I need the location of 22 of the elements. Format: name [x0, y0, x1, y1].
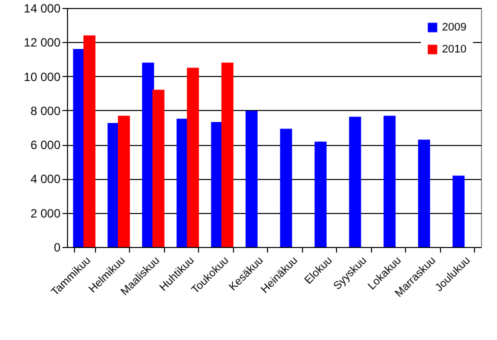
bar	[452, 176, 465, 247]
y-tick-label: 8 000	[30, 104, 61, 118]
bar	[314, 142, 327, 247]
bar	[246, 110, 258, 247]
y-tick-label: 6 000	[30, 138, 61, 152]
bar	[186, 68, 199, 247]
y-tick-label: 0	[54, 240, 61, 254]
legend-label: 2010	[442, 44, 466, 56]
bar	[349, 116, 362, 247]
bar	[384, 116, 396, 247]
bar	[152, 90, 164, 247]
y-tick-label: 14 000	[24, 2, 61, 16]
y-tick-label: 10 000	[24, 70, 61, 84]
y-tick-label: 12 000	[24, 36, 61, 50]
bar	[280, 128, 292, 247]
bar	[418, 140, 430, 247]
legend-label: 2009	[442, 22, 466, 34]
y-tick-label: 2 000	[30, 206, 61, 220]
y-tick-label: 4 000	[30, 172, 61, 186]
bar	[83, 35, 96, 247]
bar	[221, 62, 234, 247]
bar	[118, 116, 130, 247]
